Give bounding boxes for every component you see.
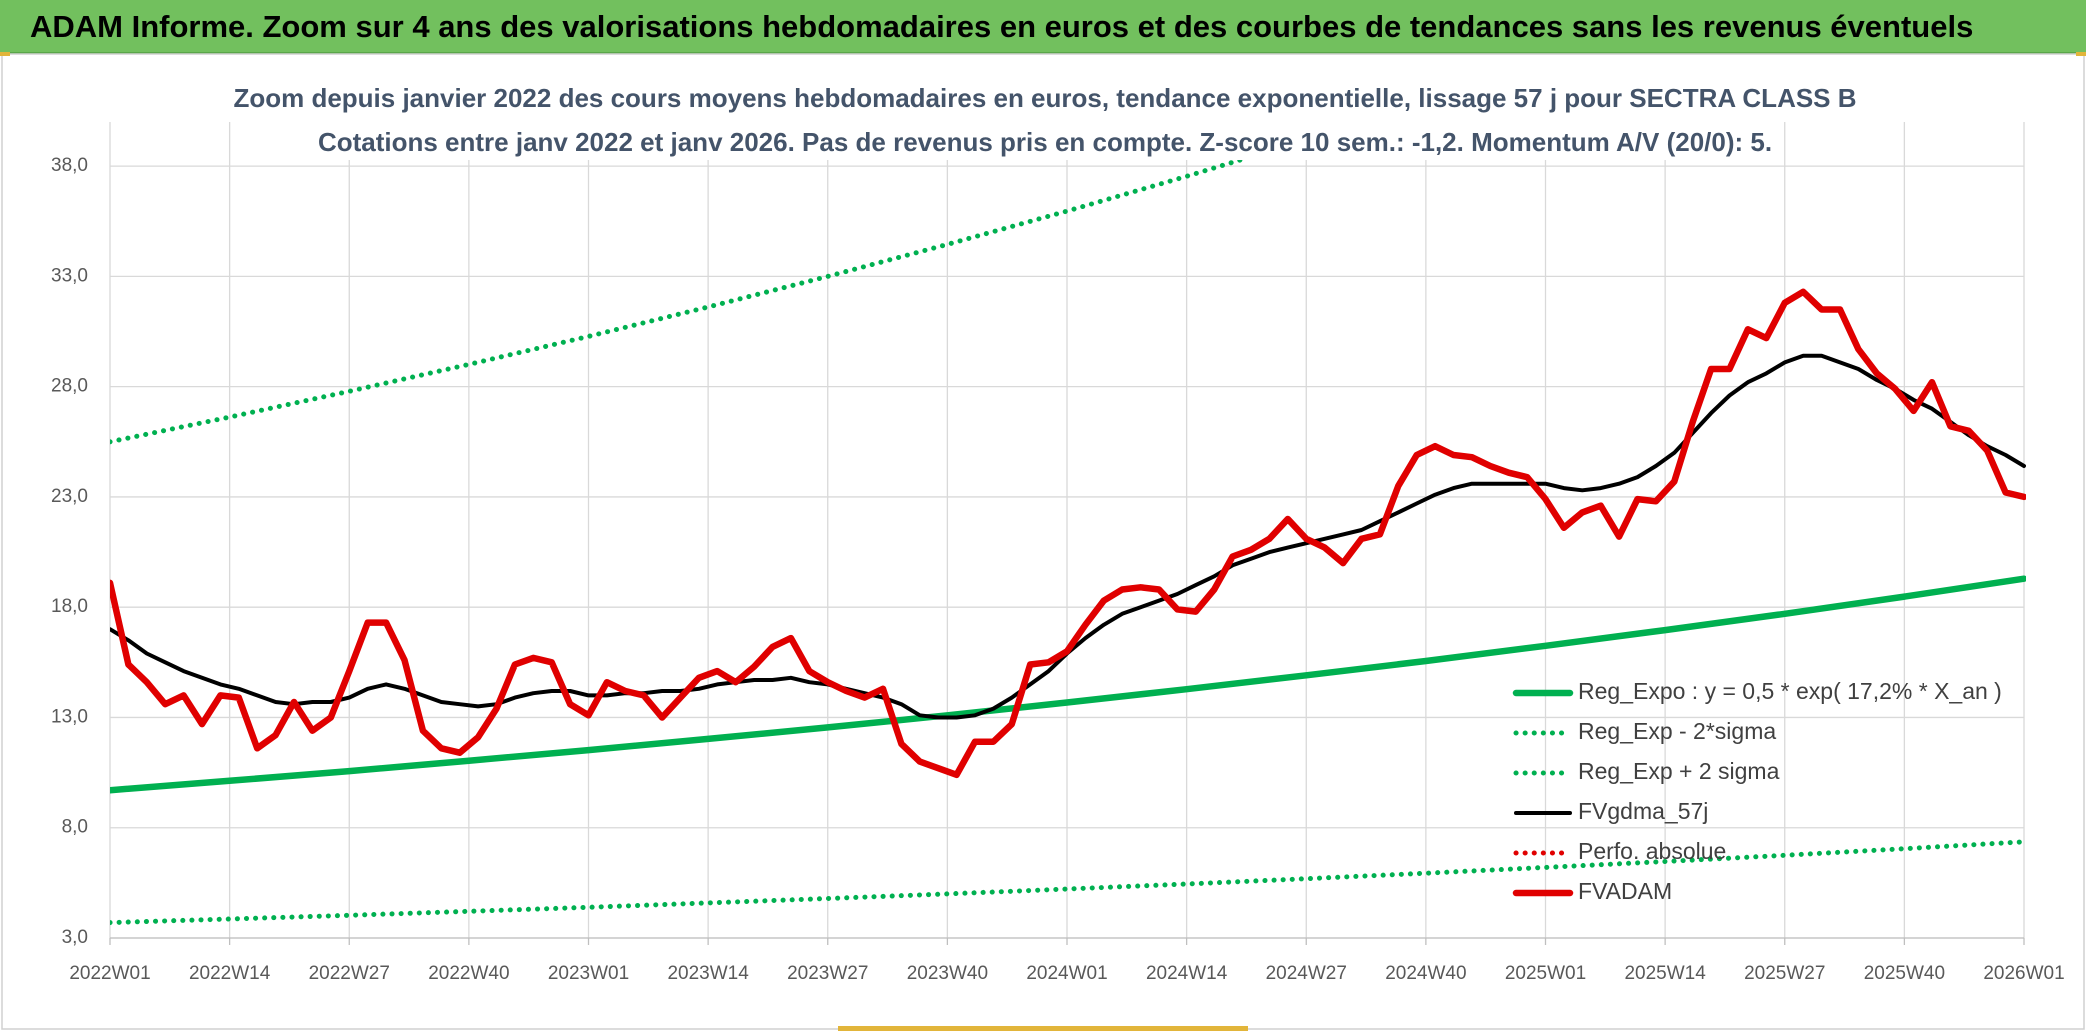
x-tick-label: 2022W14 (189, 963, 271, 984)
title-box (306, 80, 1784, 160)
x-tick-label: 2022W27 (309, 963, 390, 984)
series-line (110, 120, 1378, 445)
x-tick-label: 2024W40 (1385, 963, 1466, 984)
x-tick-label: 2024W27 (1266, 963, 1347, 984)
legend-label: FVADAM (1578, 878, 1672, 904)
x-tick-label: 2026W01 (1983, 963, 2064, 984)
x-tick-label: 2025W01 (1505, 963, 1586, 984)
y-tick-label: 13,0 (51, 706, 88, 727)
header-title: ADAM Informe. Zoom sur 4 ans des valoris… (30, 9, 1974, 44)
legend-label: FVgdma_57j (1578, 798, 1708, 824)
y-tick-label: 18,0 (51, 596, 88, 617)
series-line (110, 288, 2026, 779)
frame-tab (0, 52, 10, 56)
plot (110, 120, 2026, 926)
legend-label: Reg_Expo : y = 0,5 * exp( 17,2% * X_an ) (1578, 678, 2002, 704)
y-tick-label: 38,0 (51, 155, 88, 176)
series-line (110, 575, 2026, 794)
y-tick-label: 33,0 (51, 265, 88, 286)
x-tick-label: 2025W40 (1864, 963, 1945, 984)
x-tick-label: 2024W14 (1146, 963, 1228, 984)
chart-subtitle: Cotations entre janv 2022 et janv 2026. … (318, 127, 1772, 157)
frame-tab (838, 1026, 1248, 1031)
series-line (110, 839, 2026, 926)
x-tick-label: 2022W40 (428, 963, 509, 984)
frame-tab (2076, 52, 2086, 56)
legend-label: Reg_Exp - 2*sigma (1578, 718, 1776, 744)
legend-label: Perfo. absolue (1578, 838, 1726, 864)
x-tick-label: 2022W01 (69, 963, 150, 984)
x-tick-label: 2024W01 (1026, 963, 1107, 984)
y-tick-label: 28,0 (51, 376, 88, 397)
x-tick-label: 2025W14 (1624, 963, 1706, 984)
y-tick-label: 23,0 (51, 486, 88, 507)
x-tick-label: 2023W27 (787, 963, 868, 984)
x-tick-label: 2023W40 (907, 963, 988, 984)
legend-label: Reg_Exp + 2 sigma (1578, 758, 1780, 784)
x-tick-label: 2023W14 (667, 963, 749, 984)
chart-title: Zoom depuis janvier 2022 des cours moyen… (233, 83, 1856, 113)
header-bar: ADAM Informe. Zoom sur 4 ans des valoris… (0, 0, 2086, 54)
grid: 3,0 8,0 13,0 18,0 23,0 28,0 33,0 38,0 2022W01 202… (51, 122, 2065, 984)
x-tick-label: 2023W01 (548, 963, 629, 984)
legend: Reg_Expo : y = 0,5 * exp( 17,2% * X_an )… (1512, 678, 2002, 904)
x-tick-label: 2025W27 (1744, 963, 1825, 984)
y-tick-label: 8,0 (62, 817, 88, 838)
chart-frame (1, 53, 2085, 1030)
y-tick-label: 3,0 (62, 927, 88, 948)
